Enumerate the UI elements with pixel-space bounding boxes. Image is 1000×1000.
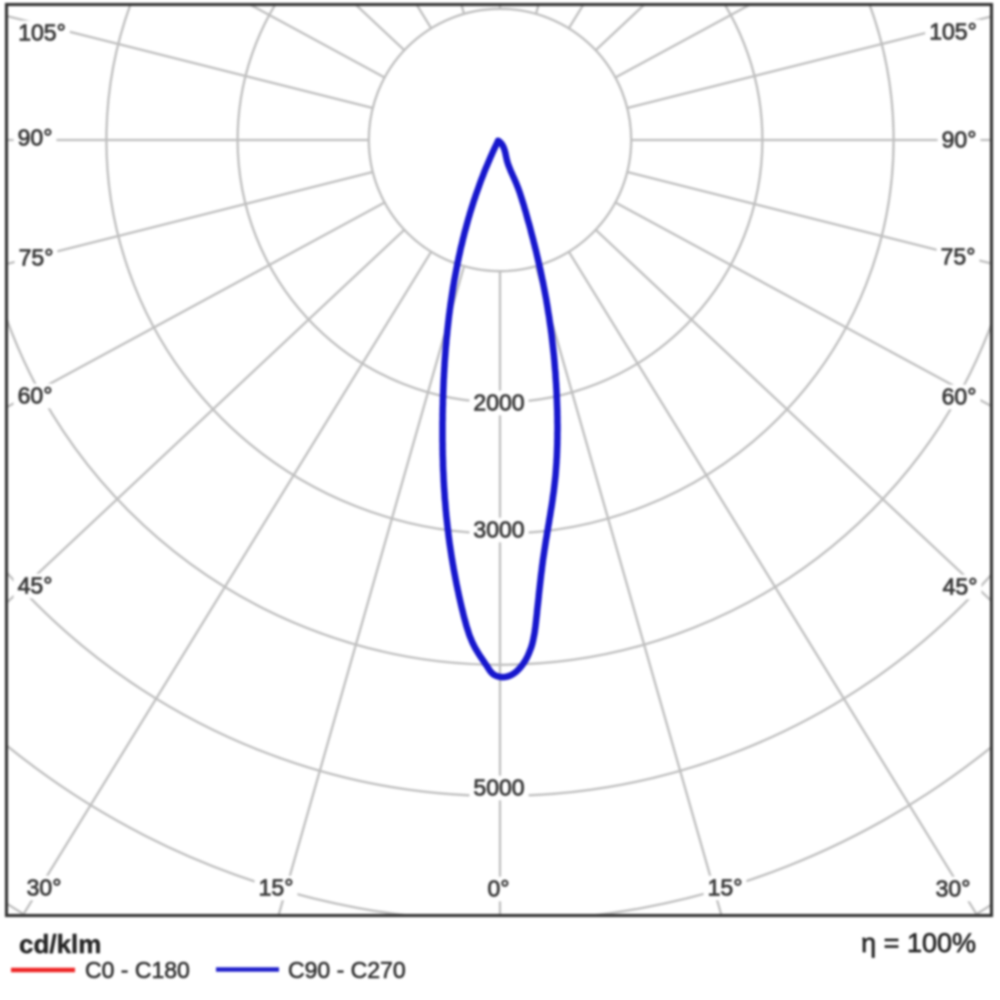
svg-text:90°: 90° [18,124,53,150]
svg-text:cd/klm: cd/klm [19,929,101,959]
svg-text:90°: 90° [942,126,977,152]
svg-text:45°: 45° [943,573,978,599]
svg-text:C90 - C270: C90 - C270 [288,957,406,983]
svg-text:60°: 60° [942,383,977,409]
svg-text:105°: 105° [929,18,977,44]
svg-text:30°: 30° [936,875,971,901]
svg-text:30°: 30° [27,874,62,900]
svg-text:C0 - C180: C0 - C180 [85,957,190,983]
svg-text:5000: 5000 [473,774,524,800]
svg-text:3000: 3000 [473,516,524,542]
svg-text:45°: 45° [18,572,53,598]
svg-text:η = 100%: η = 100% [861,928,976,958]
svg-text:60°: 60° [18,382,53,408]
svg-text:2000: 2000 [473,389,524,415]
svg-text:105°: 105° [18,19,66,45]
svg-text:75°: 75° [941,243,976,269]
svg-text:75°: 75° [19,244,54,270]
svg-text:15°: 15° [259,874,294,900]
svg-text:15°: 15° [708,874,743,900]
svg-text:0°: 0° [488,875,510,901]
